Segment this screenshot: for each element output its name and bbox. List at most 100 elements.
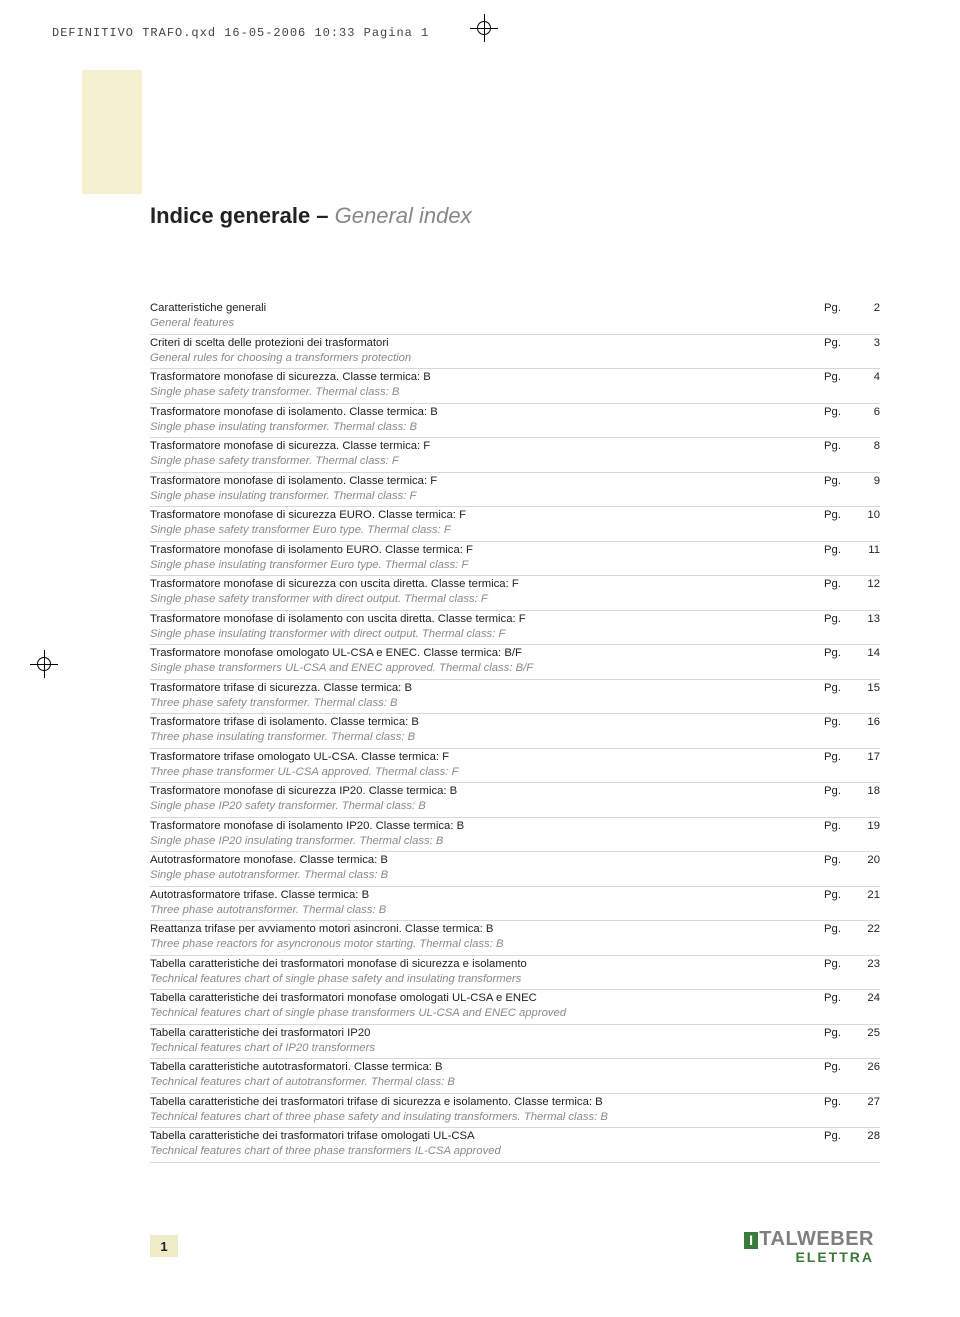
index-text: Trasformatore monofase di sicurezza. Cla…	[150, 370, 824, 401]
pg-label: Pg.	[824, 370, 852, 401]
crop-mark-left	[30, 650, 58, 678]
index-english: Single phase insulating transformer with…	[150, 627, 824, 642]
pg-label: Pg.	[824, 1095, 852, 1126]
index-english: Single phase insulating transformer Euro…	[150, 558, 824, 573]
pg-label: Pg.	[824, 439, 852, 470]
index-english: Three phase transformer UL-CSA approved.…	[150, 765, 824, 780]
index-english: Technical features chart of three phase …	[150, 1110, 824, 1125]
pg-label: Pg.	[824, 991, 852, 1022]
title-english: General index	[335, 203, 472, 228]
index-text: Trasformatore monofase di isolamento IP2…	[150, 819, 824, 850]
pg-number: 9	[852, 474, 880, 505]
index-row: Trasformatore monofase di sicurezza. Cla…	[150, 369, 880, 404]
brand-logo: ITALWEBER ELETTRA	[744, 1228, 874, 1265]
index-english: Single phase safety transformer. Thermal…	[150, 385, 824, 400]
index-row: Trasformatore monofase di isolamento. Cl…	[150, 404, 880, 439]
index-text: Tabella caratteristiche dei trasformator…	[150, 1095, 824, 1126]
pg-number: 15	[852, 681, 880, 712]
index-english: Single phase IP20 insulating transformer…	[150, 834, 824, 849]
index-english: Technical features chart of IP20 transfo…	[150, 1041, 824, 1056]
pg-number: 27	[852, 1095, 880, 1126]
index-row: Trasformatore trifase omologato UL-CSA. …	[150, 749, 880, 784]
index-english: Three phase insulating transformer. Ther…	[150, 730, 824, 745]
index-english: Three phase autotransformer. Thermal cla…	[150, 903, 824, 918]
pg-label: Pg.	[824, 543, 852, 574]
index-english: Single phase autotransformer. Thermal cl…	[150, 868, 824, 883]
pg-number: 18	[852, 784, 880, 815]
pg-number: 3	[852, 336, 880, 367]
index-row: Reattanza trifase per avviamento motori …	[150, 921, 880, 956]
index-row: Trasformatore trifase di isolamento. Cla…	[150, 714, 880, 749]
pg-label: Pg.	[824, 715, 852, 746]
index-italian: Tabella caratteristiche dei trasformator…	[150, 991, 824, 1006]
index-italian: Tabella caratteristiche dei trasformator…	[150, 1095, 824, 1110]
index-english: Single phase transformers UL-CSA and ENE…	[150, 661, 824, 676]
page-title: Indice generale – General index	[150, 203, 472, 229]
index-row: Autotrasformatore trifase. Classe termic…	[150, 887, 880, 922]
index-text: Trasformatore trifase di sicurezza. Clas…	[150, 681, 824, 712]
index-italian: Trasformatore monofase di isolamento. Cl…	[150, 405, 824, 420]
index-italian: Reattanza trifase per avviamento motori …	[150, 922, 824, 937]
index-text: Autotrasformatore monofase. Classe termi…	[150, 853, 824, 884]
index-text: Tabella caratteristiche dei trasformator…	[150, 1129, 824, 1160]
index-row: Tabella caratteristiche dei trasformator…	[150, 1025, 880, 1060]
index-italian: Caratteristiche generali	[150, 301, 824, 316]
index-text: Tabella caratteristiche dei trasformator…	[150, 991, 824, 1022]
index-italian: Trasformatore monofase di isolamento. Cl…	[150, 474, 824, 489]
pg-label: Pg.	[824, 646, 852, 677]
index-english: Technical features chart of single phase…	[150, 972, 824, 987]
pg-number: 14	[852, 646, 880, 677]
pg-label: Pg.	[824, 474, 852, 505]
pg-label: Pg.	[824, 508, 852, 539]
index-row: Trasformatore monofase di sicurezza. Cla…	[150, 438, 880, 473]
index-english: Technical features chart of autotransfor…	[150, 1075, 824, 1090]
index-table: Caratteristiche generaliGeneral features…	[150, 300, 880, 1163]
index-text: Trasformatore monofase di sicurezza con …	[150, 577, 824, 608]
index-italian: Trasformatore monofase omologato UL-CSA …	[150, 646, 824, 661]
index-text: Tabella caratteristiche dei trasformator…	[150, 957, 824, 988]
pg-number: 19	[852, 819, 880, 850]
index-italian: Tabella caratteristiche dei trasformator…	[150, 957, 824, 972]
pg-number: 8	[852, 439, 880, 470]
index-text: Trasformatore monofase omologato UL-CSA …	[150, 646, 824, 677]
index-text: Trasformatore monofase di sicurezza EURO…	[150, 508, 824, 539]
brand-name: ITALWEBER	[744, 1228, 874, 1251]
page-number: 1	[150, 1235, 178, 1257]
index-italian: Trasformatore monofase di sicurezza. Cla…	[150, 370, 824, 385]
index-text: Trasformatore monofase di isolamento con…	[150, 612, 824, 643]
accent-bar	[82, 70, 142, 194]
pg-label: Pg.	[824, 922, 852, 953]
pg-label: Pg.	[824, 957, 852, 988]
index-text: Criteri di scelta delle protezioni dei t…	[150, 336, 824, 367]
pg-number: 24	[852, 991, 880, 1022]
index-english: General features	[150, 316, 824, 331]
index-row: Criteri di scelta delle protezioni dei t…	[150, 335, 880, 370]
pg-number: 11	[852, 543, 880, 574]
pg-number: 13	[852, 612, 880, 643]
index-row: Tabella caratteristiche dei trasformator…	[150, 990, 880, 1025]
index-italian: Autotrasformatore trifase. Classe termic…	[150, 888, 824, 903]
index-italian: Trasformatore monofase di sicurezza IP20…	[150, 784, 824, 799]
index-text: Trasformatore monofase di sicurezza IP20…	[150, 784, 824, 815]
index-italian: Trasformatore monofase di sicurezza. Cla…	[150, 439, 824, 454]
pg-label: Pg.	[824, 1026, 852, 1057]
index-row: Trasformatore monofase di isolamento con…	[150, 611, 880, 646]
index-row: Tabella caratteristiche autotrasformator…	[150, 1059, 880, 1094]
pg-number: 17	[852, 750, 880, 781]
index-italian: Tabella caratteristiche autotrasformator…	[150, 1060, 824, 1075]
index-italian: Trasformatore trifase di sicurezza. Clas…	[150, 681, 824, 696]
pg-label: Pg.	[824, 301, 852, 332]
index-row: Trasformatore monofase omologato UL-CSA …	[150, 645, 880, 680]
pg-label: Pg.	[824, 336, 852, 367]
index-row: Trasformatore monofase di isolamento. Cl…	[150, 473, 880, 508]
pg-number: 23	[852, 957, 880, 988]
index-row: Trasformatore monofase di sicurezza con …	[150, 576, 880, 611]
pg-label: Pg.	[824, 853, 852, 884]
index-text: Autotrasformatore trifase. Classe termic…	[150, 888, 824, 919]
pg-label: Pg.	[824, 577, 852, 608]
index-row: Tabella caratteristiche dei trasformator…	[150, 956, 880, 991]
index-row: Trasformatore monofase di sicurezza IP20…	[150, 783, 880, 818]
index-row: Tabella caratteristiche dei trasformator…	[150, 1094, 880, 1129]
pg-number: 28	[852, 1129, 880, 1160]
pg-number: 20	[852, 853, 880, 884]
